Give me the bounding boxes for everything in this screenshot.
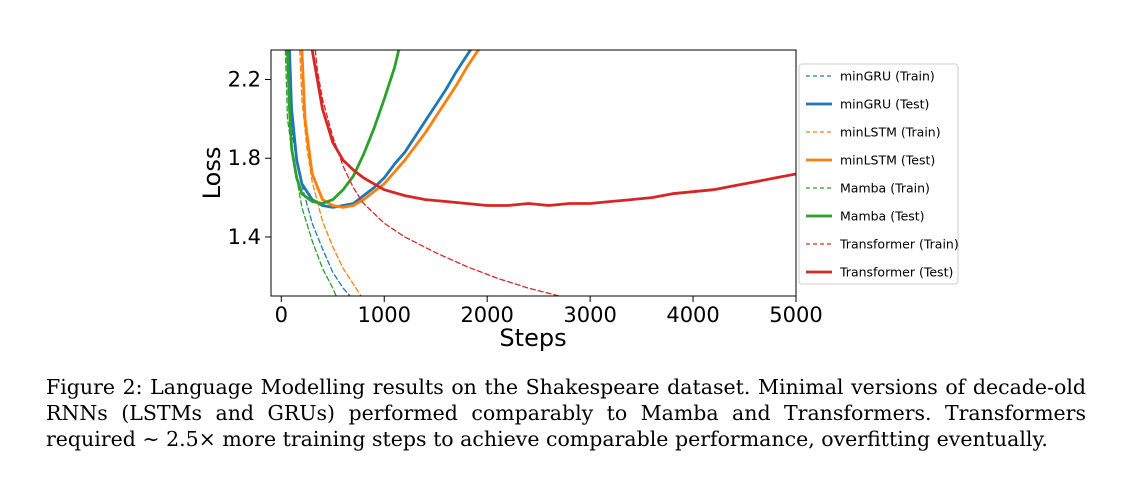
- legend-label-minlstm-test: minLSTM (Test): [840, 153, 935, 168]
- series-line-transformer-test: [310, 50, 796, 207]
- x-tick-label: 5000: [769, 303, 822, 327]
- legend-label-mingru-test: minGRU (Test): [840, 97, 929, 112]
- legend-label-transformer-test: Transformer (Test): [839, 265, 953, 280]
- x-tick-label: 3000: [563, 303, 616, 327]
- y-tick-label: 2.2: [228, 68, 261, 92]
- y-tick-label: 1.8: [228, 146, 261, 170]
- series-line-transformer-train: [314, 50, 562, 296]
- series-line-mingru-test: [288, 50, 473, 209]
- legend-label-minlstm-train: minLSTM (Train): [840, 125, 941, 140]
- y-axis-title: Loss: [198, 147, 226, 200]
- x-axis-ticks: 0 1000 2000 3000 4000 5000: [275, 296, 823, 327]
- y-axis-ticks: 1.4 1.8 2.2: [228, 68, 271, 249]
- loss-chart: 0 1000 2000 3000 4000 5000 1.4 1.8 2.2 Steps Lo…: [198, 49, 959, 352]
- series-layer: [284, 50, 796, 296]
- x-tick-label: 2000: [460, 303, 513, 327]
- y-tick-label: 1.4: [228, 225, 261, 249]
- legend-label-mingru-train: minGRU (Train): [840, 69, 935, 84]
- legend-label-mamba-test: Mamba (Test): [840, 209, 925, 224]
- legend: minGRU (Train) minGRU (Test) minLSTM (Trai…: [798, 63, 959, 285]
- x-axis-title: Steps: [499, 324, 566, 352]
- legend-label-mamba-train: Mamba (Train): [840, 181, 930, 196]
- plot-frame: [270, 49, 797, 297]
- legend-frame: [798, 63, 959, 285]
- x-tick-label: 0: [275, 303, 288, 327]
- x-tick-label: 1000: [358, 303, 411, 327]
- figure-caption: Figure 2: Language Modelling results on …: [46, 375, 1086, 451]
- legend-label-transformer-train: Transformer (Train): [839, 237, 959, 252]
- series-line-minlstm-test: [300, 50, 481, 209]
- series-line-mamba-test: [286, 50, 401, 205]
- x-tick-label: 4000: [666, 303, 719, 327]
